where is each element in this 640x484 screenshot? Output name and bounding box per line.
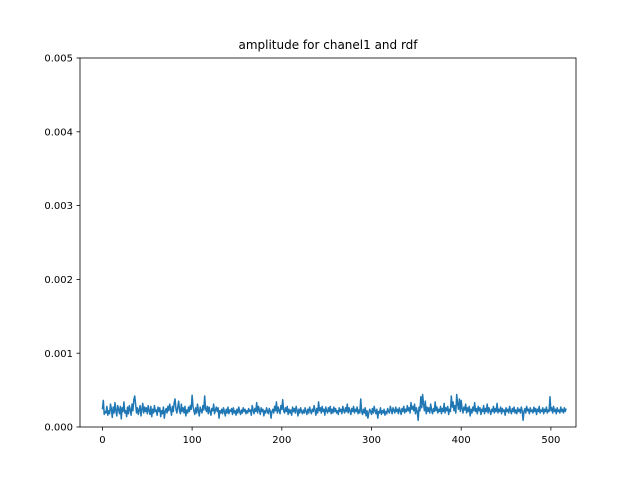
- x-tick-label: 0: [99, 435, 105, 446]
- x-tick-label: 100: [183, 435, 202, 446]
- series-line-0: [101, 393, 567, 422]
- y-tick-label: 0.004: [44, 127, 73, 138]
- axes-frame: [79, 57, 577, 428]
- y-tick-label: 0.003: [44, 201, 73, 212]
- y-tick-label: 0.005: [44, 54, 73, 65]
- x-tick-label: 500: [541, 435, 560, 446]
- y-tick-label: 0.001: [44, 349, 73, 360]
- y-tick-label: 0.000: [44, 423, 73, 434]
- plot-area: 0 100 200 300 400 500 0.000 0.001 0.002 0.003 0.00…: [44, 54, 577, 446]
- x-tick-label: 300: [362, 435, 381, 446]
- y-tick-label: 0.002: [44, 275, 73, 286]
- chart-title: amplitude for chanel1 and rdf: [238, 38, 418, 52]
- x-tick-label: 400: [452, 435, 471, 446]
- x-tick-label: 200: [272, 435, 291, 446]
